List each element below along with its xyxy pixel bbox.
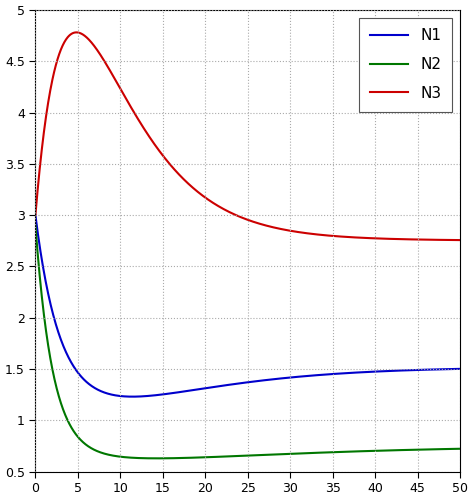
N2 [33, 222, 38, 228]
N2 [205, 454, 210, 460]
N2 [324, 450, 330, 456]
N3 [73, 30, 79, 36]
Legend: N1, N2, N3: N1, N2, N3 [359, 18, 452, 112]
N3 [220, 206, 226, 212]
N1 [220, 382, 226, 388]
N1 [205, 385, 210, 391]
N3 [372, 236, 377, 242]
N2 [76, 435, 82, 441]
Line: N1: N1 [35, 215, 460, 396]
N1 [457, 366, 463, 372]
Line: N2: N2 [35, 226, 460, 458]
N3 [205, 196, 210, 202]
N1 [364, 369, 370, 375]
N3 [324, 232, 330, 238]
N2 [364, 448, 370, 454]
N2 [154, 456, 159, 462]
N3 [364, 235, 370, 241]
N2 [457, 446, 463, 452]
N2 [372, 448, 377, 454]
N3 [33, 212, 38, 218]
N3 [457, 237, 463, 243]
N1 [324, 372, 330, 378]
N3 [76, 30, 82, 36]
N1 [372, 368, 377, 374]
Line: N3: N3 [35, 32, 460, 240]
N1 [130, 394, 135, 400]
N2 [220, 454, 226, 460]
N1 [76, 370, 82, 376]
N1 [33, 212, 38, 218]
